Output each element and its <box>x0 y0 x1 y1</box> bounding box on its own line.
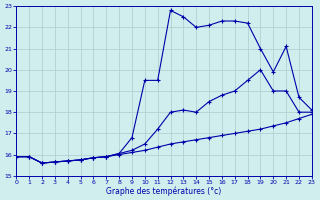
X-axis label: Graphe des températures (°c): Graphe des températures (°c) <box>107 186 222 196</box>
